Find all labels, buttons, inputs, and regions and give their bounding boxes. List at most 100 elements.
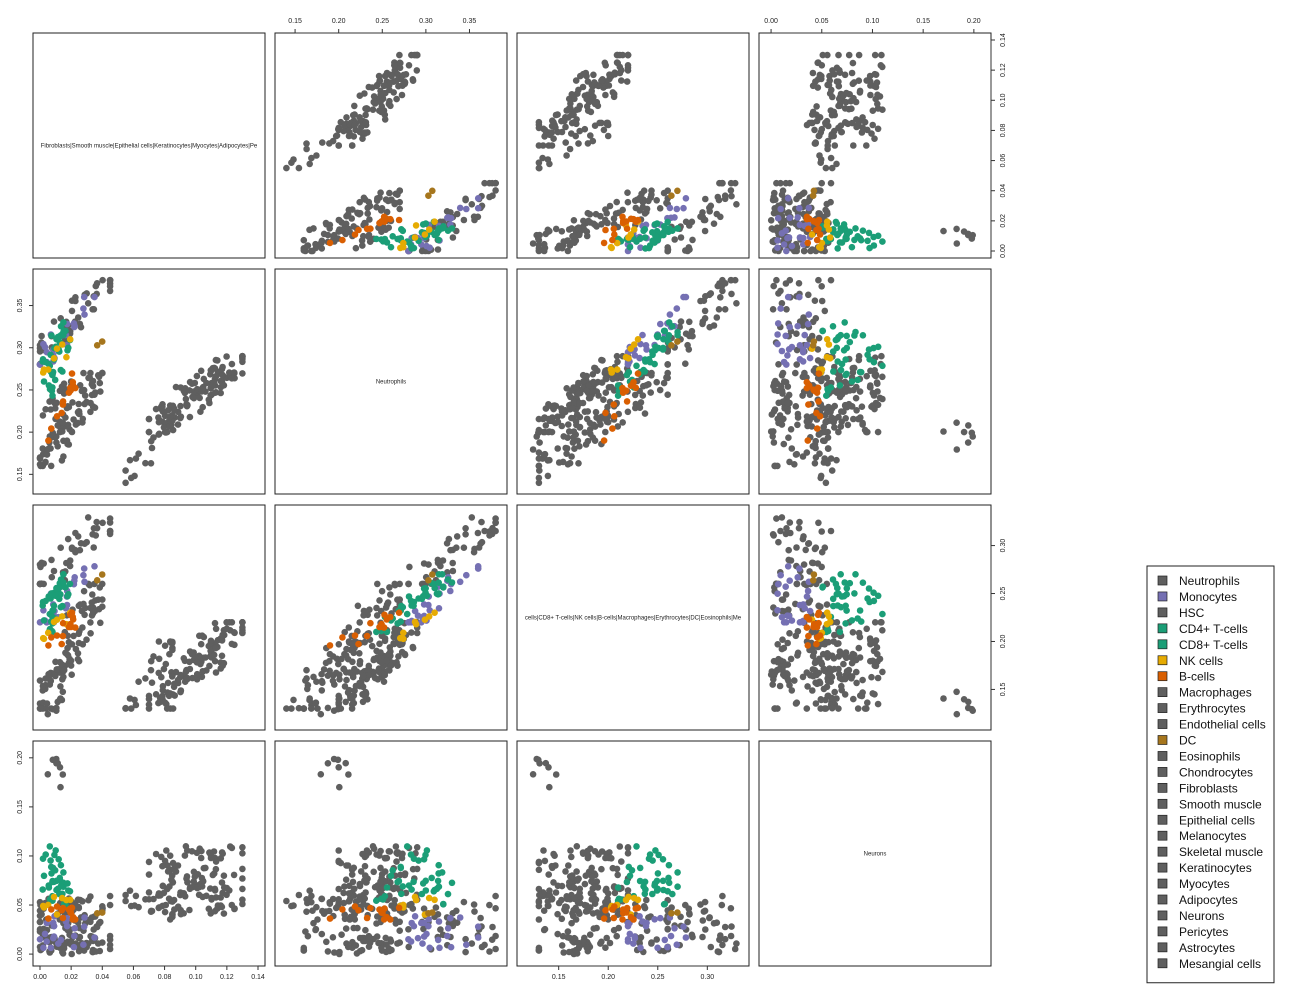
data-point: [940, 695, 947, 702]
data-point: [334, 705, 342, 713]
data-point: [552, 111, 560, 119]
data-point: [623, 225, 631, 232]
data-point: [641, 890, 649, 898]
data-point: [440, 900, 447, 908]
data-point: [351, 102, 358, 110]
data-point: [468, 940, 476, 947]
data-point: [219, 662, 226, 669]
data-point: [777, 179, 784, 187]
panel-r2-c0: [32, 504, 266, 731]
data-point: [69, 916, 77, 923]
data-point: [802, 546, 809, 554]
data-point: [786, 276, 794, 284]
data-point: [575, 140, 582, 147]
data-point: [345, 688, 352, 696]
data-point: [383, 884, 391, 891]
data-point: [613, 239, 621, 247]
data-point: [340, 899, 348, 907]
data-point: [566, 879, 573, 886]
data-point: [803, 374, 810, 381]
data-point: [399, 82, 406, 89]
panel-frame: [274, 740, 508, 967]
panel-r2-c2: cells|CD8+ T-cells|NK cells|B-cells|Macr…: [516, 504, 750, 731]
data-point: [591, 100, 599, 108]
data-point: [568, 225, 575, 232]
data-point: [623, 78, 631, 85]
data-point: [462, 525, 469, 532]
data-point: [155, 430, 163, 438]
data-point: [303, 145, 310, 153]
data-point: [664, 218, 671, 226]
data-point: [563, 445, 571, 452]
data-point: [394, 70, 401, 78]
data-point: [689, 933, 696, 941]
data-point: [49, 878, 56, 886]
data-point: [818, 297, 826, 305]
data-point: [373, 612, 381, 619]
data-point: [637, 944, 644, 952]
data-point: [546, 887, 553, 894]
data-point: [874, 388, 881, 395]
data-point: [706, 323, 713, 331]
data-point: [447, 943, 455, 951]
data-point: [425, 192, 432, 199]
data-point: [558, 128, 566, 136]
data-point: [345, 132, 353, 140]
data-point: [474, 934, 482, 941]
data-point: [360, 232, 367, 240]
data-point: [613, 352, 621, 360]
data-point: [283, 897, 290, 905]
data-point: [809, 443, 817, 450]
data-point: [161, 642, 169, 649]
data-point: [854, 415, 862, 423]
data-point: [609, 425, 616, 432]
data-point: [632, 905, 640, 912]
data-point: [36, 936, 44, 943]
legend-label: Mesangial cells: [1179, 957, 1261, 971]
data-point: [830, 602, 837, 610]
data-point: [769, 306, 777, 313]
data-point: [853, 407, 860, 414]
data-point: [558, 915, 566, 923]
data-point: [850, 142, 857, 149]
data-point: [383, 69, 391, 77]
data-point: [842, 620, 849, 627]
data-point: [799, 619, 807, 626]
data-point: [721, 935, 729, 943]
data-point: [774, 590, 781, 597]
data-point: [575, 224, 582, 231]
data-point: [587, 890, 595, 897]
data-point: [786, 630, 793, 637]
data-point: [656, 386, 664, 394]
data-point: [370, 868, 378, 876]
tick-label: 0.20: [967, 18, 981, 25]
data-point: [799, 453, 807, 460]
data-point: [160, 889, 168, 897]
data-point: [661, 224, 669, 231]
data-point: [69, 613, 77, 621]
data-point: [186, 413, 194, 421]
data-point: [829, 595, 837, 603]
data-point: [674, 187, 681, 195]
data-point: [57, 366, 65, 374]
data-point: [835, 670, 843, 678]
data-point: [434, 936, 442, 944]
legend-item: DC: [1157, 734, 1197, 748]
data-point: [186, 885, 194, 893]
data-point: [770, 193, 777, 201]
data-point: [847, 653, 855, 661]
data-point: [230, 369, 238, 376]
data-point: [159, 882, 167, 890]
data-point: [587, 394, 594, 402]
data-point: [420, 856, 428, 863]
data-point: [843, 585, 851, 592]
data-point: [356, 882, 364, 890]
data-point: [837, 423, 845, 430]
data-point: [858, 692, 866, 700]
data-point: [771, 462, 779, 470]
data-point: [378, 909, 385, 916]
data-point: [803, 413, 811, 420]
data-point: [335, 142, 343, 149]
points-layer: [529, 51, 740, 255]
data-point: [558, 942, 566, 949]
